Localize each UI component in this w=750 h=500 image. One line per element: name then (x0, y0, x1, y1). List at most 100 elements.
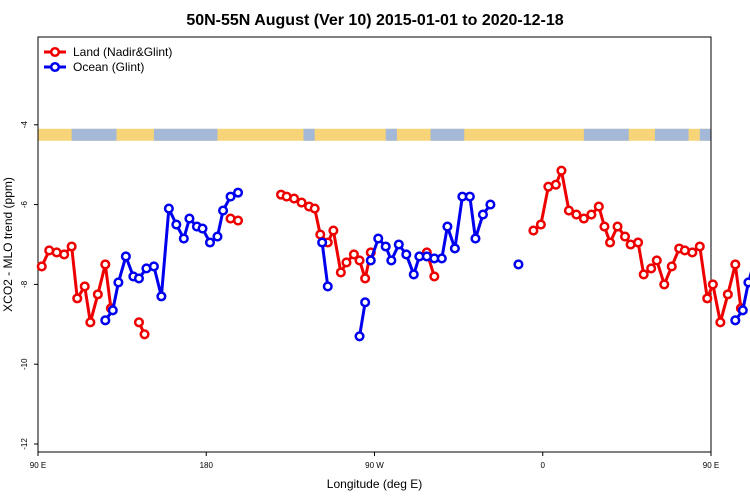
legend: Land (Nadir&Glint) Ocean (Glint) (44, 45, 172, 74)
strip-ocean (583, 128, 629, 141)
data-point (599, 221, 610, 232)
data-point (163, 203, 174, 214)
series-line (734, 271, 750, 322)
data-point (646, 263, 657, 274)
strip-ocean (303, 128, 315, 141)
data-point (380, 241, 391, 252)
x-axis: 90 E 180 90 W 0 90 E (30, 452, 719, 470)
data-point (341, 257, 352, 268)
data-point (317, 237, 328, 248)
data-point (85, 317, 96, 328)
data-point (100, 259, 111, 270)
data-point (619, 231, 631, 242)
series-layer (36, 165, 750, 342)
data-point (354, 331, 365, 342)
data-point (72, 293, 83, 304)
series-line (358, 302, 367, 337)
strip-ocean (71, 128, 117, 141)
data-point (133, 317, 144, 328)
data-point (148, 261, 159, 272)
data-point (156, 291, 167, 302)
x-tick-label: 90 W (365, 461, 384, 470)
data-point (436, 253, 447, 264)
data-point (354, 255, 365, 266)
series-line (320, 242, 330, 287)
data-point (296, 197, 307, 208)
data-point (442, 221, 453, 232)
legend-marker-land (49, 46, 61, 58)
data-point (393, 239, 404, 250)
data-point (113, 277, 124, 288)
data-point (449, 243, 460, 254)
data-point (633, 237, 644, 248)
y-tick-label: -8 (20, 280, 29, 288)
data-point (100, 315, 111, 326)
data-point (360, 273, 371, 284)
legend-label-land: Land (Nadir&Glint) (73, 45, 172, 59)
data-point (178, 233, 189, 244)
data-point (197, 223, 208, 234)
data-point (225, 191, 236, 202)
data-point (470, 233, 481, 244)
data-point (315, 229, 326, 240)
strip-ocean (430, 128, 465, 141)
data-point (571, 209, 582, 220)
data-point (386, 255, 397, 266)
y-tick-label: -6 (20, 200, 29, 208)
data-point (730, 315, 741, 326)
legend-label-ocean: Ocean (Glint) (73, 60, 144, 74)
data-point (36, 261, 47, 272)
data-point (429, 271, 440, 282)
data-point (348, 249, 359, 260)
x-axis-label: Longitude (deg E) (327, 477, 422, 491)
strip-ocean (699, 128, 711, 141)
data-point (184, 213, 195, 224)
data-point (365, 255, 376, 266)
y-axis: -4 -6 -8 -10 -12 (20, 121, 38, 450)
data-point (605, 237, 616, 248)
data-point (171, 219, 182, 230)
y-tick-label: -12 (20, 438, 29, 450)
data-point (586, 209, 597, 220)
data-point (535, 219, 546, 230)
data-point (232, 215, 244, 226)
data-point (373, 233, 384, 244)
data-point (133, 273, 144, 284)
series-line (40, 244, 113, 324)
data-point (322, 281, 333, 292)
y-tick-label: -4 (20, 121, 29, 129)
data-point (743, 277, 750, 288)
data-point (513, 259, 524, 270)
data-point (666, 261, 677, 272)
data-point (651, 255, 662, 266)
data-point (66, 241, 77, 252)
data-point (737, 305, 748, 316)
data-point (335, 267, 346, 278)
x-tick-label: 90 E (703, 461, 719, 470)
data-point (550, 179, 561, 190)
data-point (107, 305, 118, 316)
data-point (464, 191, 475, 202)
data-point (528, 225, 539, 236)
chart-title: 50N-55N August (Ver 10) 2015-01-01 to 20… (186, 12, 563, 29)
x-tick-label: 90 E (30, 461, 46, 470)
data-point (408, 269, 419, 280)
strip-ocean (654, 128, 689, 141)
data-point (212, 231, 223, 242)
data-point (79, 281, 90, 292)
data-point (289, 193, 300, 204)
data-point (401, 249, 412, 260)
data-point (139, 329, 150, 340)
strip-ocean (153, 128, 218, 141)
data-point (556, 165, 567, 176)
land-ocean-strip (38, 128, 711, 141)
data-point (702, 293, 713, 304)
data-point (120, 251, 131, 262)
series-ocean (100, 187, 750, 342)
series-land (36, 165, 746, 340)
data-point (59, 249, 70, 260)
data-point (730, 259, 741, 270)
data-point (92, 289, 103, 300)
data-point (218, 205, 229, 216)
